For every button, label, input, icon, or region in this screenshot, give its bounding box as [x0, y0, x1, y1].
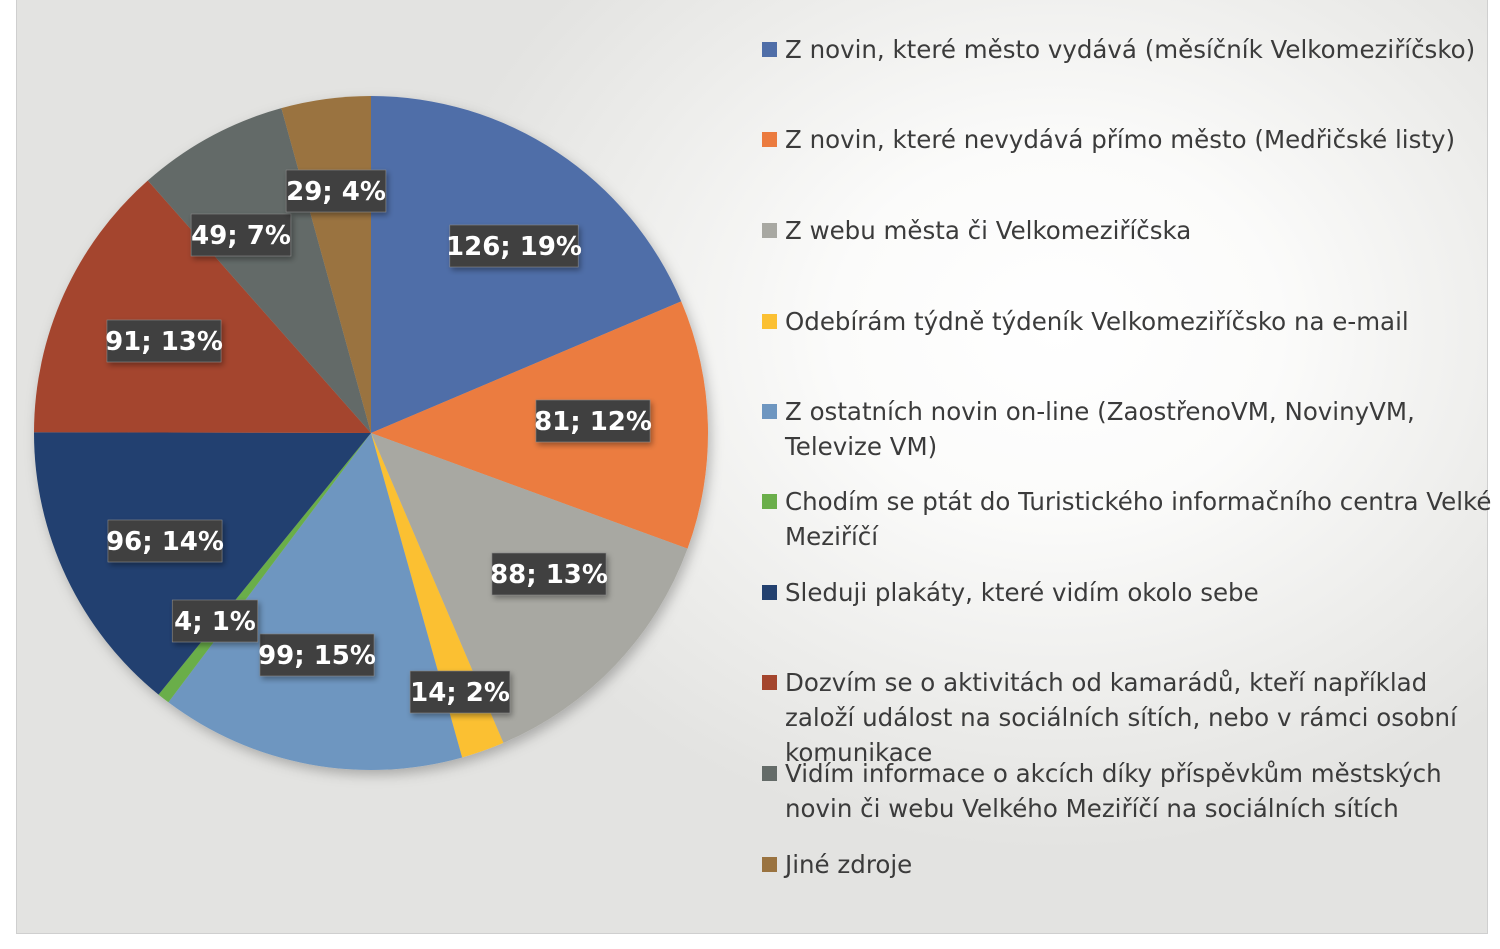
svg-text:4; 1%: 4; 1%: [174, 607, 256, 637]
svg-text:96; 14%: 96; 14%: [106, 527, 224, 557]
legend-item-sleduji-plakaty-ktere-vidim-okolo-sebe: Sleduji plakáty, které vidím okolo sebe: [762, 575, 1497, 610]
data-label-1: 126; 19%: [446, 224, 582, 268]
legend-label: Z novin, které nevydává přímo město (Med…: [785, 125, 1456, 154]
svg-text:14; 2%: 14; 2%: [410, 678, 510, 708]
legend-label: Chodím se ptát do Turistického informačn…: [785, 487, 1492, 551]
legend-label: Vidím informace o akcích díky příspěvkům…: [785, 759, 1442, 823]
svg-text:126; 19%: 126; 19%: [446, 232, 582, 262]
legend-item-chodim-se-ptat-do-turistickeho-informacn: Chodím se ptát do Turistického informačn…: [762, 484, 1497, 554]
data-label-9: 49; 7%: [190, 213, 292, 257]
data-label-10: 29; 4%: [285, 169, 387, 213]
legend-swatch: [762, 42, 777, 57]
legend-label: Z webu města či Velkomeziříčska: [785, 216, 1192, 245]
data-label-2: 81; 12%: [534, 399, 652, 443]
pie-chart: 126; 19% 81; 12% 88; 13% 14; 2% 99; 15%4; 1%…: [34, 96, 708, 770]
legend-swatch: [762, 585, 777, 600]
legend-item-z-ostatnich-novin-on-line-zaostrenovm-no: Z ostatních novin on-line (ZaostřenoVM, …: [762, 394, 1497, 464]
data-label-5: 99; 15%: [258, 633, 376, 677]
svg-text:99; 15%: 99; 15%: [258, 641, 376, 671]
svg-text:49; 7%: 49; 7%: [191, 221, 291, 251]
pie-slice-sleduji-plakaty-ktere-vidim-okolo-sebe: [34, 432, 372, 695]
legend-item-z-novin-ktere-mesto-vydava-mesicnik-velk: Z novin, které město vydává (měsíčník Ve…: [762, 32, 1497, 67]
data-label-6: 4; 1%: [171, 599, 259, 643]
svg-text:88; 13%: 88; 13%: [490, 560, 608, 590]
legend-item-z-webu-mesta-ci-velkomeziricska: Z webu města či Velkomeziříčska: [762, 213, 1497, 248]
chart-frame: 126; 19% 81; 12% 88; 13% 14; 2% 99; 15% 4; 1%…: [16, 0, 1491, 934]
legend-swatch: [762, 314, 777, 329]
legend-item-jine-zdroje: Jiné zdroje: [762, 847, 1497, 882]
data-label-4: 14; 2%: [409, 670, 511, 714]
svg-text:91; 13%: 91; 13%: [105, 327, 223, 357]
pie-slice-z-ostatnich-novin-on-line-zaostrenovm-no: [168, 433, 463, 770]
legend-swatch: [762, 404, 777, 419]
data-label-8: 91; 13%: [105, 319, 223, 363]
legend-item-vidim-informace-o-akcich-diky-prispevkum: Vidím informace o akcích díky příspěvkům…: [762, 756, 1497, 826]
data-label-3: 88; 13%: [490, 552, 608, 596]
legend-label: Sleduji plakáty, které vidím okolo sebe: [785, 578, 1259, 607]
legend-swatch: [762, 675, 777, 690]
legend-swatch: [762, 132, 777, 147]
legend-swatch: [762, 494, 777, 509]
legend-item-z-novin-ktere-nevydava-primo-mesto-medri: Z novin, které nevydává přímo město (Med…: [762, 122, 1497, 157]
legend-label: Z novin, které město vydává (měsíčník Ve…: [785, 35, 1476, 64]
legend-label: Dozvím se o aktivitách od kamarádů, kteř…: [785, 668, 1457, 767]
legend-item-odebiram-tydne-tydenik-velkomeziricsko-n: Odebírám týdně týdeník Velkomeziříčsko n…: [762, 304, 1497, 339]
legend-label: Jiné zdroje: [785, 850, 913, 879]
svg-text:81; 12%: 81; 12%: [534, 407, 652, 437]
legend-label: Z ostatních novin on-line (ZaostřenoVM, …: [785, 397, 1415, 461]
pie-slice-vidim-informace-o-akcich-diky-prispevkum: [147, 108, 371, 433]
data-label-7: 96; 14%: [106, 519, 224, 563]
pie-slice-dozvim-se-o-aktivitach-od-kamaradu-kteri: [34, 180, 371, 433]
legend-swatch: [762, 766, 777, 781]
legend-swatch: [762, 857, 777, 872]
svg-text:29; 4%: 29; 4%: [286, 177, 386, 207]
legend-swatch: [762, 223, 777, 238]
legend-label: Odebírám týdně týdeník Velkomeziříčsko n…: [785, 307, 1409, 336]
legend-item-dozvim-se-o-aktivitach-od-kamaradu-kteri: Dozvím se o aktivitách od kamarádů, kteř…: [762, 665, 1497, 770]
